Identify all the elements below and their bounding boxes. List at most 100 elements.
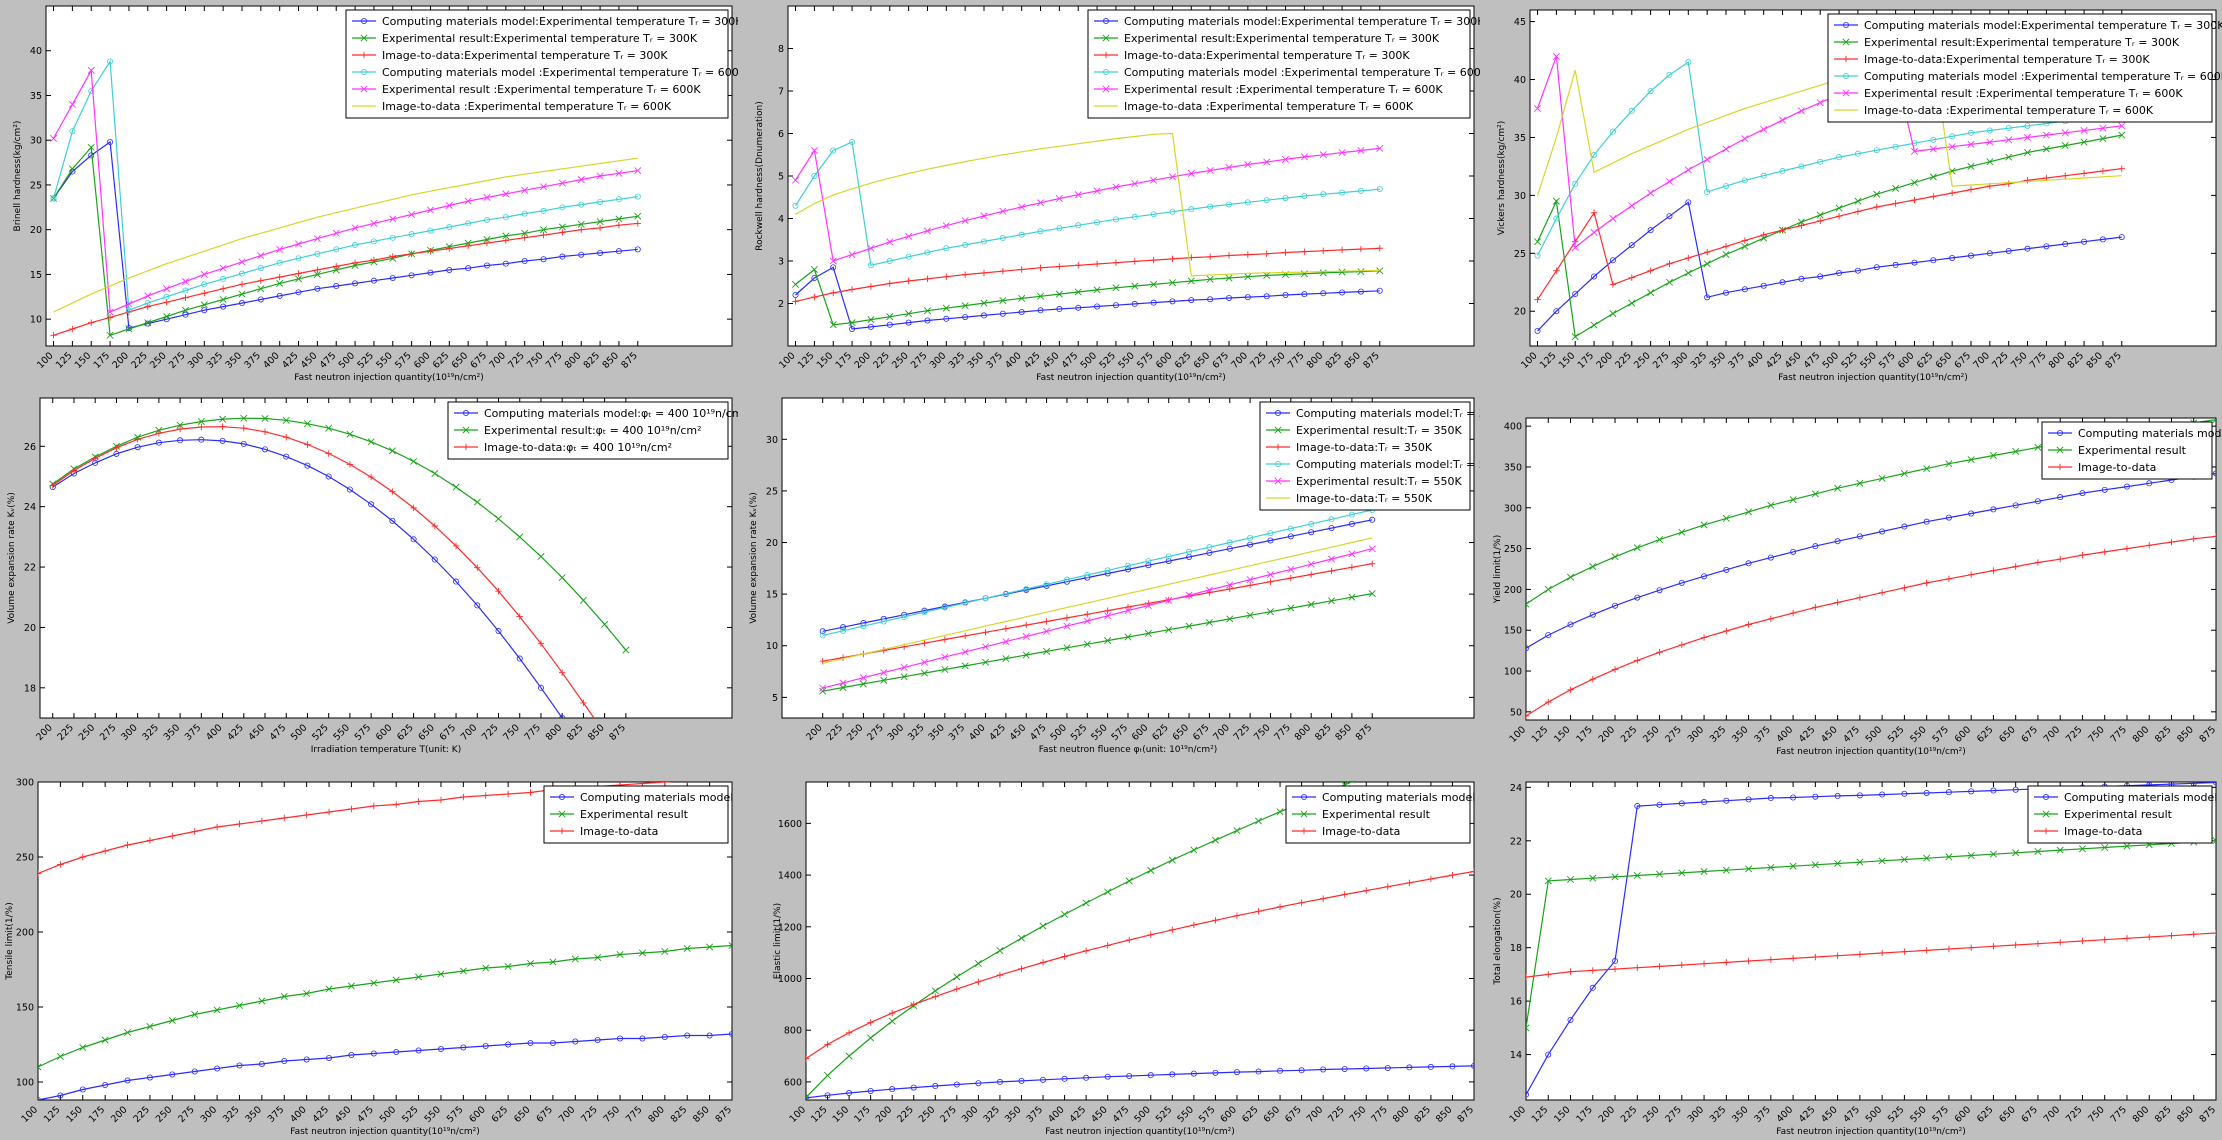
x-tick-label: 800 [646,1104,667,1125]
x-tick-label: 575 [1135,350,1156,371]
data-point-3 [1002,625,1010,632]
data-point-2 [1385,765,1391,771]
data-point-3 [1037,264,1044,271]
data-point-1 [1255,1068,1262,1075]
data-point-3 [1363,887,1370,894]
data-point-1 [1282,291,1289,298]
data-point-2 [1205,618,1213,627]
x-tick-label: 625 [431,350,452,371]
data-point-2 [325,424,333,432]
data-point-3 [792,298,799,305]
data-point-5 [2099,124,2107,132]
series-line-4 [52,59,638,312]
data-point-5 [615,169,623,177]
data-point-5 [332,229,340,237]
x-tick-label: 750 [1348,1104,1369,1125]
data-point-1 [1277,1067,1284,1074]
data-point-1 [1094,303,1101,310]
data-point-4 [1188,206,1195,213]
data-point-2 [346,430,354,438]
y-tick-label: 20 [24,623,36,634]
data-point-1 [886,321,893,328]
data-point-1 [304,462,311,469]
x-tick-label: 425 [1797,1104,1818,1125]
data-point-1 [1320,1066,1327,1073]
data-point-2 [980,299,988,307]
data-point-3 [709,782,711,783]
data-point-2 [982,658,990,666]
x-tick-label: 250 [1641,724,1662,745]
data-point-3 [982,629,989,636]
data-point-5 [1722,145,1730,153]
data-point-3 [1854,208,1862,215]
data-point-3 [634,220,641,227]
data-point-1 [1165,558,1172,565]
data-point-5 [1684,166,1692,174]
x-tick-label: 475 [268,722,289,743]
data-point-1 [2081,238,2088,245]
x-tick-label: 125 [809,1104,830,1125]
data-point-3 [1449,871,1456,879]
data-point-1 [1678,800,1685,807]
data-point-3 [729,774,735,780]
x-tick-label: 450 [1783,350,1804,371]
data-point-2 [1526,600,1530,608]
series-line-1 [38,1033,732,1100]
data-point-5 [999,207,1007,215]
data-point-2 [2099,135,2107,143]
data-point-2 [1552,197,1560,205]
data-point-2 [594,953,602,962]
data-point-3 [521,234,528,241]
x-tick-label: 700 [1229,350,1250,371]
data-point-1 [1526,645,1529,652]
x-tick-label: 575 [1930,1104,1951,1125]
x-tick-label: 150 [1552,724,1573,745]
x-tick-label: 600 [412,350,433,371]
x-tick-label: 400 [1775,1104,1796,1125]
x-tick-label: 875 [1354,722,1375,743]
legend-marker [462,443,470,451]
data-point-1 [1131,300,1138,307]
x-tick-label: 450 [1089,1104,1110,1125]
data-point-3 [2212,929,2216,937]
data-point-2 [1002,655,1010,663]
data-point-3 [281,814,288,822]
data-point-1 [257,296,264,303]
x-tick-label: 725 [1990,350,2011,371]
data-point-1 [1945,789,1952,796]
x-tick-label: 200 [34,722,55,743]
data-point-4 [1376,186,1383,193]
legend-marker [1275,409,1282,416]
data-point-2 [601,620,609,628]
data-point-1 [303,1056,310,1063]
data-point-4 [1798,163,1805,170]
data-point-2 [537,552,545,561]
data-point-2 [87,143,95,151]
data-point-3 [474,564,481,571]
data-point-4 [1287,525,1294,532]
data-point-2 [1246,611,1254,619]
data-point-1 [1263,293,1270,300]
data-point-2 [683,944,691,953]
data-point-3 [806,1055,810,1062]
x-tick-label: 225 [1619,724,1640,745]
data-point-3 [1526,973,1530,981]
data-point-2 [558,574,566,582]
x-tick-label: 850 [586,722,607,743]
data-point-1 [549,1039,556,1046]
x-tick-label: 500 [1048,722,1069,743]
data-point-5 [1797,107,1805,115]
data-point-4 [1911,140,1918,147]
data-point-4 [257,265,264,272]
data-point-5 [257,252,265,260]
x-tick-label: 275 [1663,724,1684,745]
data-point-2 [1534,238,1542,246]
data-point-2 [473,498,481,506]
data-point-1 [1040,1076,1047,1083]
data-point-3 [1084,611,1091,618]
data-point-4 [521,210,528,217]
y-tick-label: 30 [766,435,778,446]
legend-label: Image-to-data [2078,461,2156,474]
data-point-3 [1545,971,1552,978]
data-point-4 [1124,562,1131,569]
